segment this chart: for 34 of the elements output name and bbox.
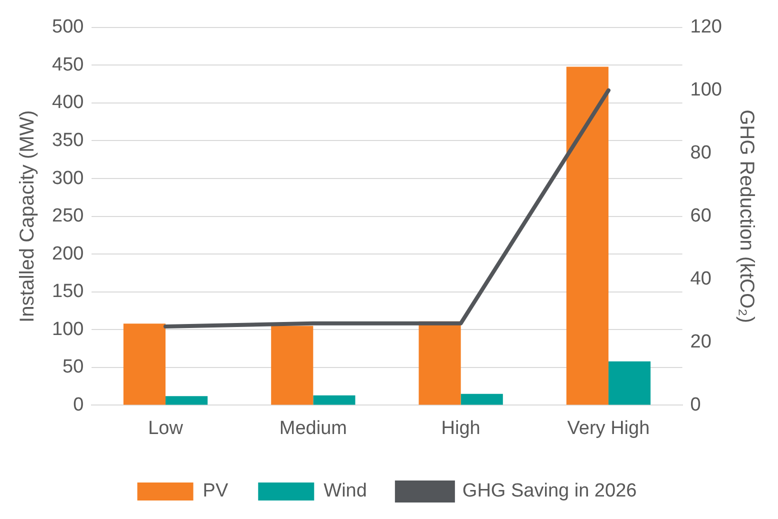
- y2-tick-label: 100: [690, 80, 722, 101]
- y2-tick-label: 80: [690, 142, 712, 164]
- y-tick-label: 400: [52, 92, 84, 114]
- y-tick-label: 50: [62, 356, 84, 378]
- bar: [123, 324, 166, 405]
- y2-tick-label: 120: [690, 16, 722, 38]
- y-tick-label: 300: [52, 168, 84, 189]
- bar: [460, 394, 503, 405]
- x-tick-label: Low: [148, 418, 184, 439]
- legend-label: GHG Saving in 2026: [462, 480, 637, 502]
- x-tick-label: Medium: [279, 418, 347, 439]
- bar: [566, 66, 608, 405]
- x-tick-label: High: [441, 418, 480, 439]
- x-tick-label: Very High: [567, 418, 650, 439]
- bar: [166, 396, 208, 405]
- y-axis-title: Installed Capacity (MW): [16, 110, 39, 322]
- y-tick-label: 200: [52, 243, 84, 264]
- y2-tick-label: 60: [690, 206, 712, 227]
- bar: [313, 395, 356, 405]
- y-tick-label: 500: [52, 16, 84, 38]
- y-tick-label: 250: [52, 206, 84, 227]
- bar: [271, 326, 314, 405]
- legend-label: Wind: [324, 480, 367, 502]
- y2-axis-title: GHG Reduction (ktCO₂): [735, 110, 758, 323]
- y-tick-label: 450: [52, 54, 84, 76]
- y-tick-label: 0: [73, 394, 84, 416]
- y-tick-label: 150: [52, 281, 84, 302]
- y-tick-label: 350: [52, 130, 84, 151]
- y2-tick-label: 0: [690, 394, 701, 416]
- legend-label: PV: [202, 480, 228, 502]
- y2-tick-label: 20: [690, 331, 712, 352]
- bar: [608, 361, 651, 405]
- y-tick-label: 100: [52, 318, 84, 340]
- y2-tick-label: 40: [690, 268, 712, 290]
